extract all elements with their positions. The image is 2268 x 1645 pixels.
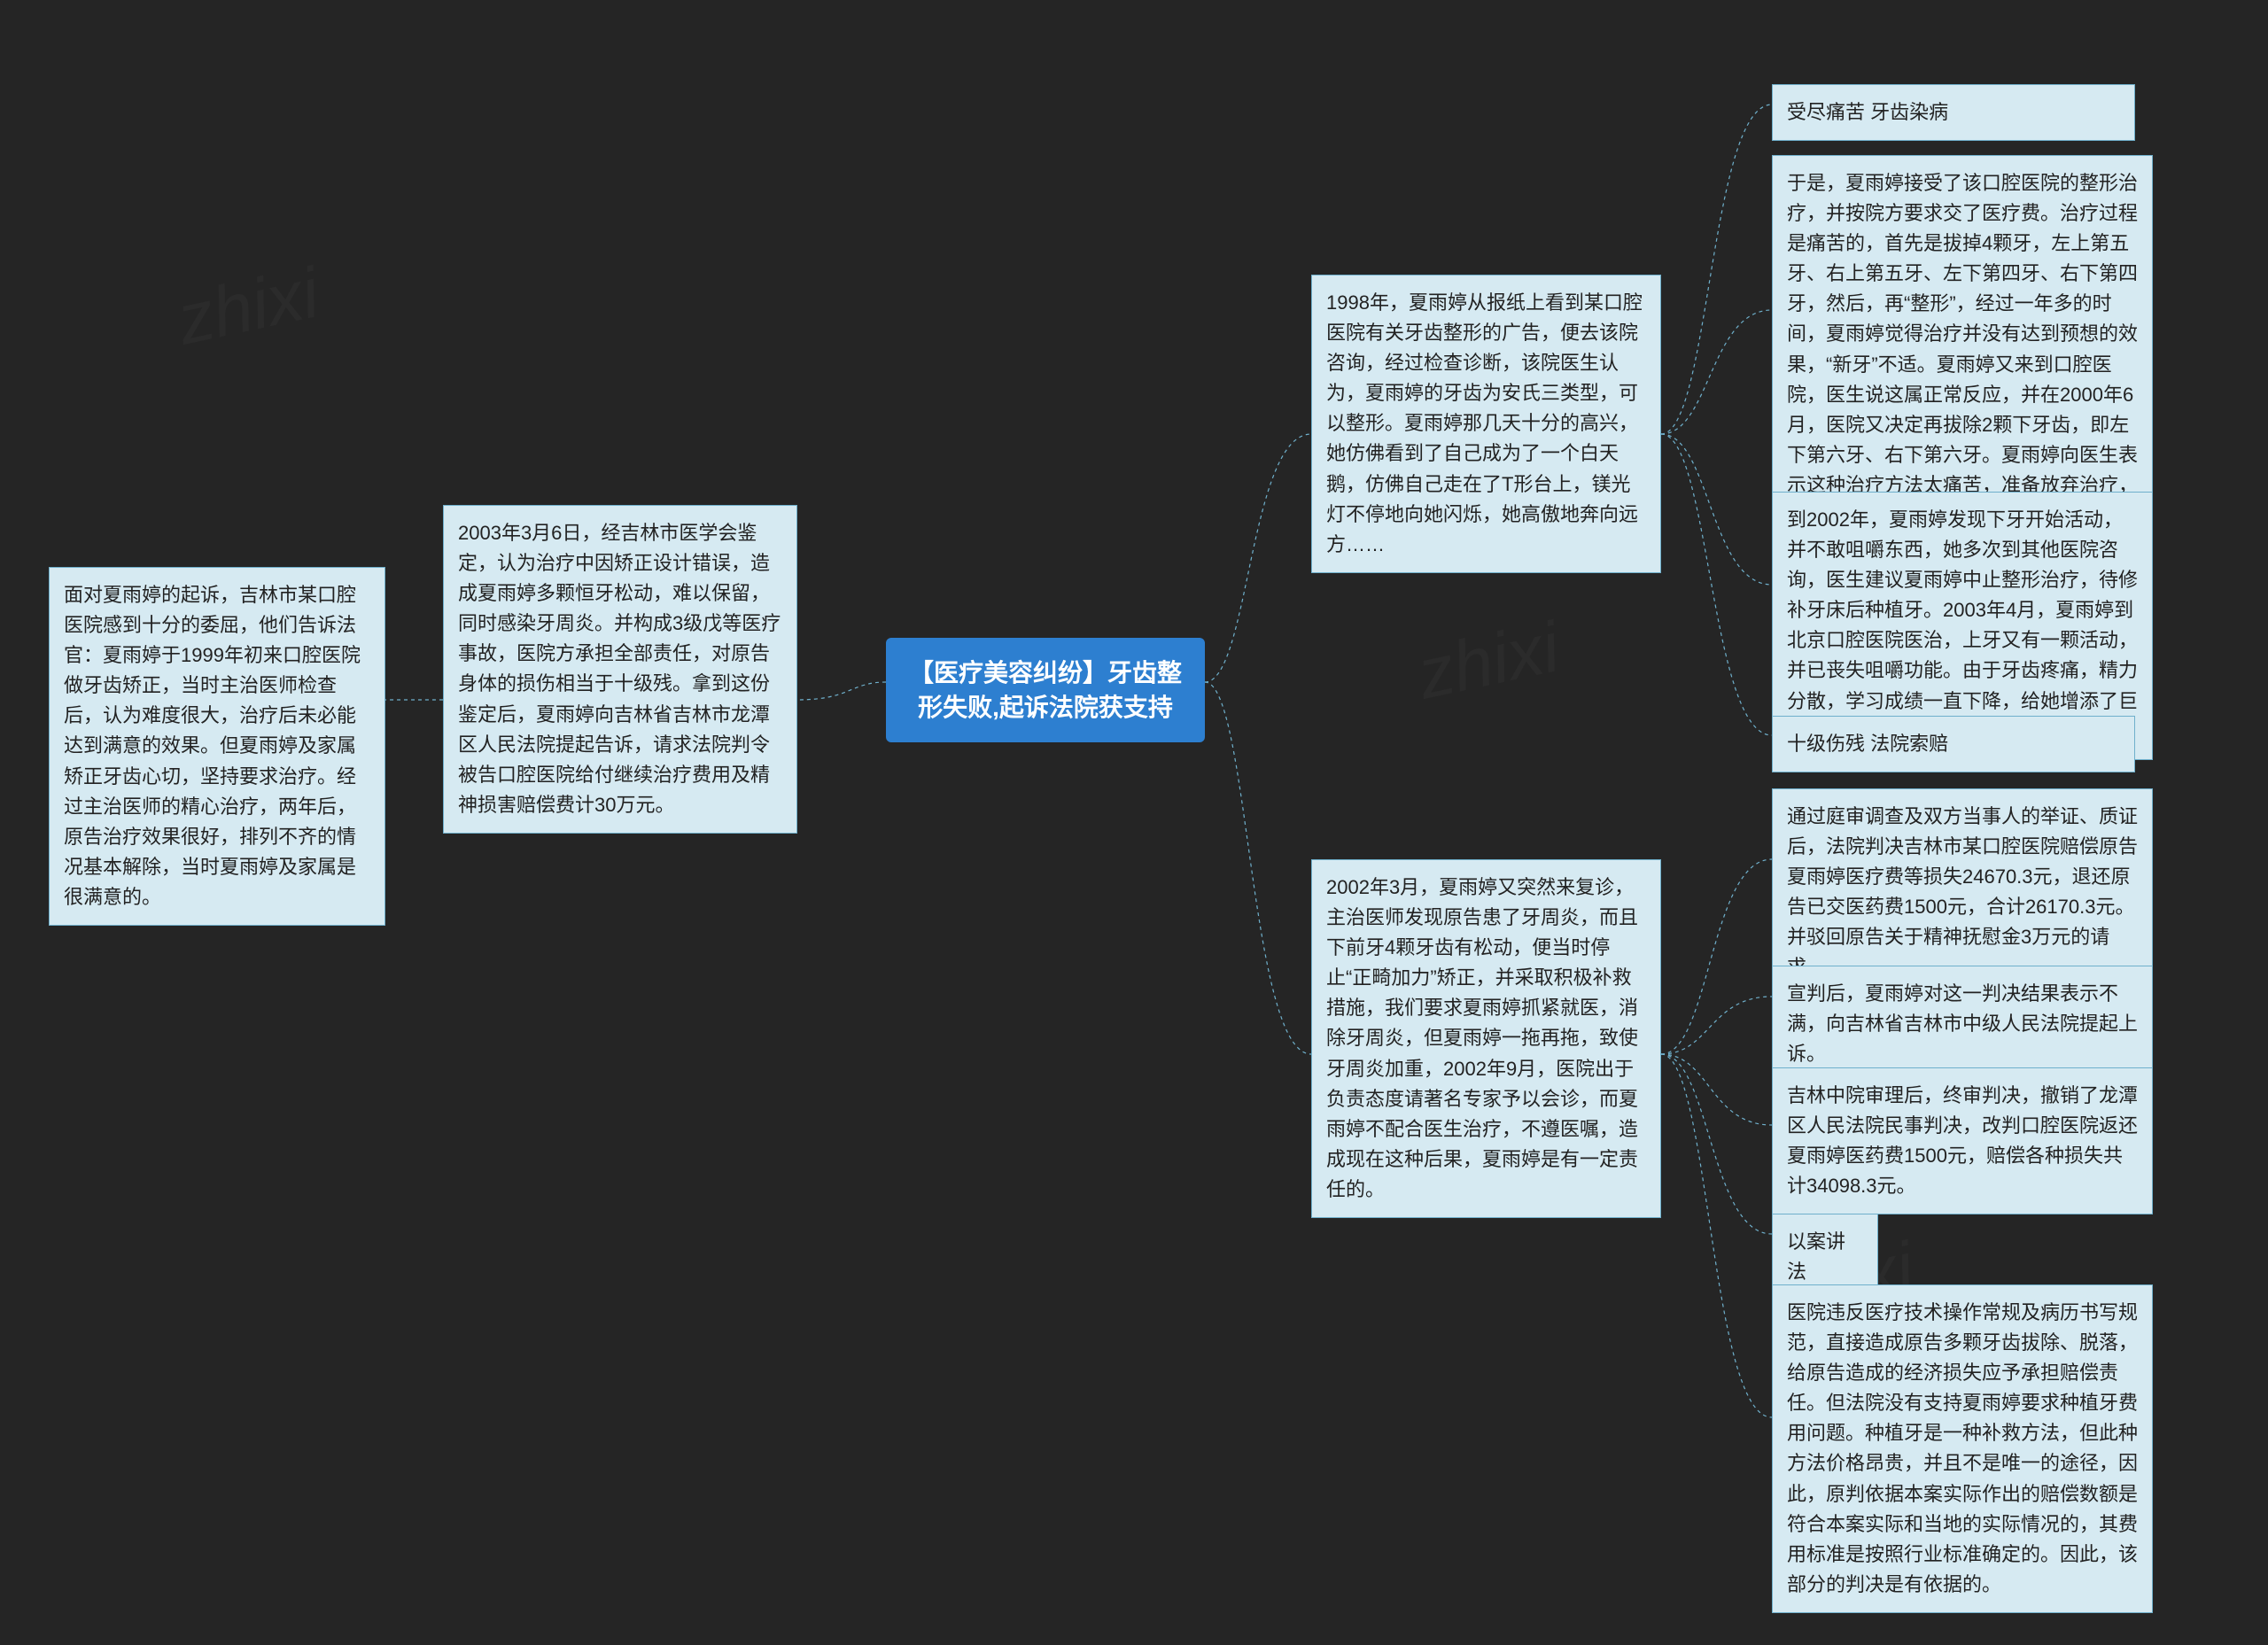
right-leaf-9: 医院违反医疗技术操作常规及病历书写规范，直接造成原告多颗牙齿拔除、脱落，给原告造… xyxy=(1772,1284,2153,1613)
watermark: zhixi xyxy=(170,252,326,361)
right-branch-1: 1998年，夏雨婷从报纸上看到某口腔医院有关牙齿整形的广告，便去该院咨询，经过检… xyxy=(1311,275,1661,573)
right-leaf-7: 吉林中院审理后，终审判决，撤销了龙潭区人民法院民事判决，改判口腔医院返还夏雨婷医… xyxy=(1772,1067,2153,1214)
left-node-2: 面对夏雨婷的起诉，吉林市某口腔医院感到十分的委屈，他们告诉法官：夏雨婷于1999… xyxy=(49,567,385,926)
right-branch-2: 2002年3月，夏雨婷又突然来复诊，主治医师发现原告患了牙周炎，而且下前牙4颗牙… xyxy=(1311,859,1661,1218)
right-leaf-6: 宣判后，夏雨婷对这一判决结果表示不满，向吉林省吉林市中级人民法院提起上诉。 xyxy=(1772,966,2153,1082)
right-leaf-4: 十级伤残 法院索赔 xyxy=(1772,716,2135,772)
root-node: 【医疗美容纠纷】牙齿整形失败,起诉法院获支持 xyxy=(886,638,1205,742)
right-leaf-1: 受尽痛苦 牙齿染病 xyxy=(1772,84,2135,141)
watermark: zhixi xyxy=(1410,606,1566,715)
left-node-1: 2003年3月6日，经吉林市医学会鉴定，认为治疗中因矫正设计错误，造成夏雨婷多颗… xyxy=(443,505,797,834)
